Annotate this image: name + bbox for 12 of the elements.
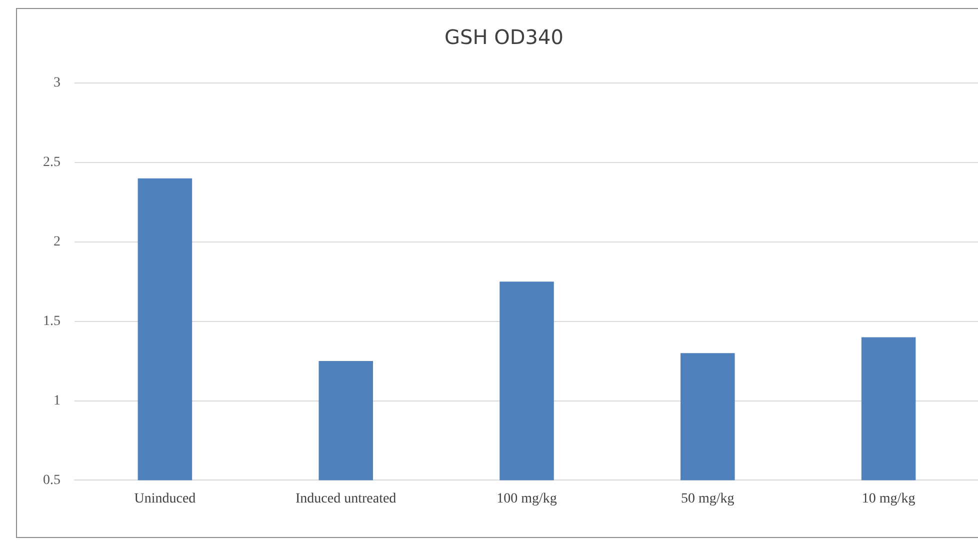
chart-title: GSH OD340 (444, 25, 564, 50)
y-tick-label: 2 (54, 234, 60, 250)
x-tick-label: 50 mg/kg (681, 491, 734, 506)
x-tick-label: Uninduced (134, 491, 196, 506)
y-tick-label: 2.5 (43, 155, 60, 170)
y-tick-label: 3 (54, 76, 60, 91)
y-tick-label: 0.5 (43, 472, 60, 488)
y-tick-label: 1.5 (43, 314, 60, 329)
x-tick-label: 100 mg/kg (496, 491, 557, 506)
x-tick-label: Induced untreated (296, 491, 396, 506)
y-tick-label: 1 (54, 393, 60, 408)
x-tick-label: 10 mg/kg (862, 491, 916, 506)
